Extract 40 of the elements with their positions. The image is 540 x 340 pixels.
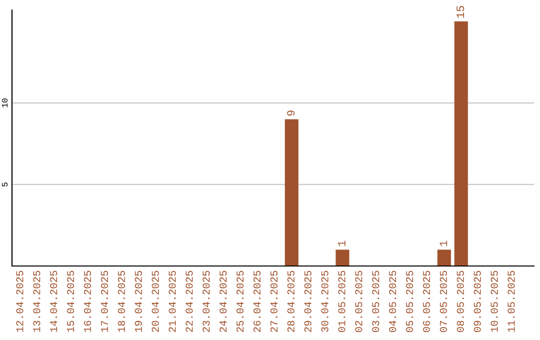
data-label: 15 bbox=[456, 6, 464, 18]
y-tick-label: 5 bbox=[2, 182, 8, 186]
x-tick-label: 09.05.2025 bbox=[474, 270, 481, 332]
x-tick-label: 23.04.2025 bbox=[202, 270, 210, 332]
x-tick-label: 19.04.2025 bbox=[134, 270, 142, 332]
x-tick-label: 06.05.2025 bbox=[422, 270, 430, 332]
x-tick-label: 04.05.2025 bbox=[389, 270, 396, 332]
x-tick-label: 26.04.2025 bbox=[253, 270, 261, 332]
x-tick-label: 14.04.2025 bbox=[50, 270, 58, 332]
x-tick-label: 08.05.2025 bbox=[456, 270, 464, 332]
data-label: 1 bbox=[440, 240, 448, 246]
x-tick-label: 29.04.2025 bbox=[304, 270, 312, 332]
data-label: 9 bbox=[287, 110, 295, 116]
x-tick-label: 22.04.2025 bbox=[186, 270, 193, 332]
data-label: 1 bbox=[338, 240, 346, 246]
x-tick-label: 21.04.2025 bbox=[168, 270, 176, 332]
x-tick-label: 13.04.2025 bbox=[33, 270, 40, 332]
x-tick-label: 25.04.2025 bbox=[236, 270, 244, 332]
bar bbox=[284, 119, 298, 266]
x-tick-label: 03.05.2025 bbox=[372, 270, 380, 332]
x-tick-label: 24.04.2025 bbox=[220, 270, 227, 332]
x-tick-label: 27.04.2025 bbox=[270, 270, 278, 332]
x-tick-label: 28.04.2025 bbox=[287, 270, 294, 332]
x-tick-label: 11.05.2025 bbox=[508, 270, 515, 332]
bar bbox=[454, 21, 468, 266]
x-tick-label: 16.04.2025 bbox=[84, 270, 92, 332]
bar bbox=[336, 250, 350, 266]
x-tick-label: 10.05.2025 bbox=[490, 270, 498, 332]
x-tick-label: 07.05.2025 bbox=[440, 270, 447, 332]
x-tick-label: 12.04.2025 bbox=[16, 270, 24, 332]
x-tick-label: 18.04.2025 bbox=[118, 270, 125, 332]
x-tick-label: 17.04.2025 bbox=[100, 270, 108, 332]
x-tick-label: 02.05.2025 bbox=[355, 270, 362, 332]
y-tick-label: 10 bbox=[2, 98, 8, 108]
x-tick-label: 30.04.2025 bbox=[321, 270, 328, 332]
x-tick-label: 05.05.2025 bbox=[406, 270, 414, 332]
x-tick-label: 01.05.2025 bbox=[338, 270, 346, 332]
x-tick-label: 15.04.2025 bbox=[67, 270, 74, 332]
bar bbox=[437, 250, 451, 266]
x-tick-label: 20.04.2025 bbox=[152, 270, 159, 332]
